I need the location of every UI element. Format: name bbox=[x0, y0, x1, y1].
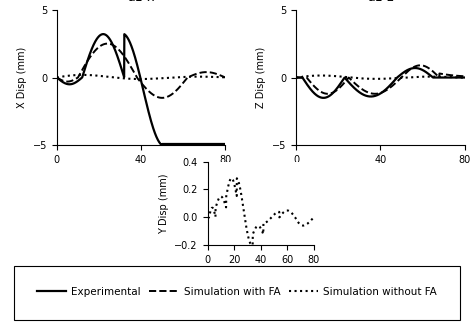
Y-axis label: Y Disp (mm): Y Disp (mm) bbox=[159, 173, 169, 234]
Legend: Experimental, Simulation with FA, Simulation without FA: Experimental, Simulation with FA, Simula… bbox=[34, 284, 440, 301]
Y-axis label: Z Disp (mm): Z Disp (mm) bbox=[256, 47, 266, 108]
Title: a1-x: a1-x bbox=[128, 0, 155, 4]
FancyBboxPatch shape bbox=[14, 266, 460, 320]
X-axis label: Time (ms): Time (ms) bbox=[236, 271, 285, 281]
Title: a1-z: a1-z bbox=[367, 0, 393, 4]
Y-axis label: X Disp (mm): X Disp (mm) bbox=[17, 47, 27, 108]
